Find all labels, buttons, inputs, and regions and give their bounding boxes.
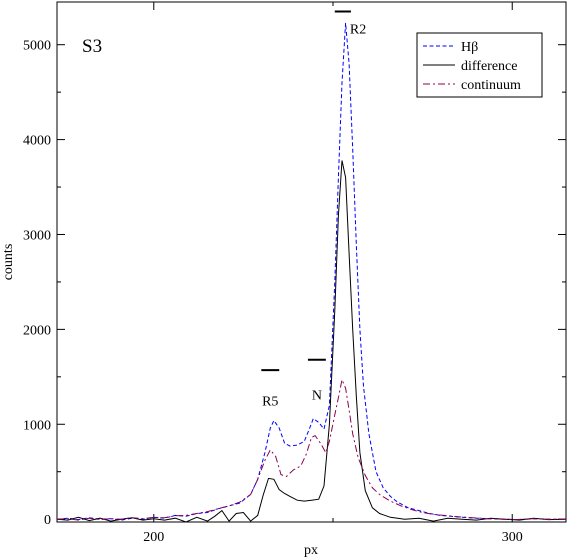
legend: Hβ difference continuum — [416, 32, 543, 98]
legend-entry: Hβ — [461, 40, 478, 55]
x-axis-title: px — [304, 543, 318, 558]
panel-label: S3 — [82, 36, 102, 57]
plot-border — [56, 1, 567, 523]
annotation-label: R2 — [350, 22, 366, 37]
y-tick-label: 4000 — [23, 134, 51, 149]
x-tick-label: 300 — [502, 530, 523, 545]
annotations: R2 N R5 — [261, 10, 366, 409]
y-tick-label: 3000 — [23, 228, 51, 243]
legend-entry: difference — [461, 59, 517, 74]
plot-frame — [56, 1, 567, 523]
y-axis-title: counts — [1, 244, 16, 281]
series-line-2 — [56, 378, 566, 521]
legend-entry: continuum — [461, 78, 521, 93]
annotation-label: R5 — [262, 394, 278, 409]
series-layer — [56, 22, 567, 523]
y-tick-label: 5000 — [23, 39, 51, 54]
annotation-label: N — [312, 389, 322, 404]
axis-ticks: 0 1000 2000 3000 4000 5000 200 300 — [23, 2, 566, 545]
series-line-1 — [56, 160, 567, 523]
y-tick-label: 2000 — [23, 323, 51, 338]
y-tick-label: 0 — [44, 513, 51, 528]
x-tick-label: 200 — [143, 530, 164, 545]
y-tick-label: 1000 — [23, 418, 51, 433]
